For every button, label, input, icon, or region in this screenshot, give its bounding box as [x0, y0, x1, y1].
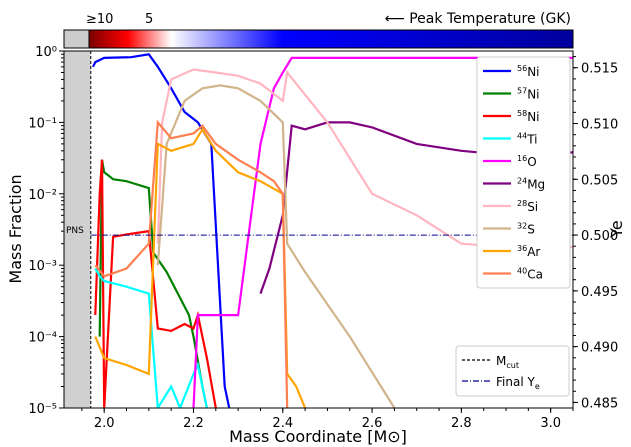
y-tick-label: 10⁻¹ — [28, 116, 57, 131]
x-tick-label: 2.6 — [362, 416, 383, 431]
x-tick-label: 2.4 — [272, 416, 293, 431]
x-ticks: 2.0 2.2 2.4 2.6 2.8 3.0 — [81, 408, 574, 431]
colorbar-tick-10: ≥10 — [86, 12, 113, 27]
x-tick-label: 2.8 — [451, 416, 472, 431]
legend-label-24Mg: 24Mg — [517, 177, 545, 192]
colorbar-gray — [63, 29, 90, 49]
x-tick-label: 2.0 — [94, 416, 115, 431]
y-axis-label: Mass Fraction — [6, 174, 25, 283]
colorbar-tick-5: 5 — [145, 12, 153, 27]
legend2-box — [455, 345, 570, 397]
legend-box — [476, 56, 571, 289]
series-line-56Ni — [92, 53, 231, 408]
colorbar — [88, 29, 574, 49]
legend: 56Ni 57Ni 58Ni 44Ti 16O 24Mg 28Si 32S 36Ar 40Ca — [476, 56, 571, 289]
y-ticks: 10⁻⁵ 10⁻⁴ 10⁻³ 10⁻² 10⁻¹ 10⁰ — [28, 45, 64, 417]
legend-lines: Mcut Final Ye — [455, 345, 570, 397]
colorbar-label: ⟵ Peak Temperature (GK) — [385, 11, 571, 27]
legend-label-56Ni: 56Ni — [517, 64, 540, 79]
series-line-16O — [192, 56, 573, 408]
series-line-32S — [156, 84, 396, 408]
x-tick-label: 2.2 — [183, 416, 204, 431]
series-line-57Ni — [98, 159, 208, 408]
plot-frame — [63, 50, 574, 409]
series-lines — [92, 53, 573, 408]
series-line-40Ca — [94, 119, 289, 408]
y-tick-label: 10⁻³ — [28, 259, 57, 274]
y2-tick-label: 0.515 — [581, 62, 618, 77]
legend-label-44Ti: 44Ti — [517, 132, 537, 147]
y2-tick-label: 0.485 — [581, 396, 618, 411]
y-tick-label: 10⁻⁴ — [28, 331, 57, 346]
legend2-label: Final Ye — [496, 375, 540, 391]
x-axis-label: Mass Coordinate [M⊙] — [229, 427, 407, 446]
y2-tick-label: 0.500 — [581, 229, 618, 244]
y-tick-label: 10⁰ — [35, 45, 57, 60]
legend-label-58Ni: 58Ni — [517, 109, 540, 124]
series-line-24Mg — [259, 121, 573, 294]
legend2-label: Mcut — [496, 354, 519, 370]
legend-label-40Ca: 40Ca — [517, 267, 543, 282]
y2-tick-label: 0.490 — [581, 341, 618, 356]
pns-label: PNS — [66, 226, 84, 236]
pns-region — [64, 51, 91, 408]
y2-axis-label: Ye — [607, 220, 626, 239]
y2-ticks: 0.485 0.490 0.495 0.500 0.505 0.510 0.515 — [573, 56, 618, 411]
legend-label-36Ar: 36Ar — [517, 244, 540, 259]
legend-label-16O: 16O — [517, 154, 537, 169]
y-tick-label: 10⁻² — [28, 188, 57, 203]
legend-label-28Si: 28Si — [517, 199, 538, 214]
legend-label-32S: 32S — [517, 222, 535, 237]
legend-label-57Ni: 57Ni — [517, 87, 540, 102]
y-tick-label: 10⁻⁵ — [28, 402, 57, 417]
y2-tick-label: 0.495 — [581, 285, 618, 300]
series-line-28Si — [156, 68, 573, 249]
y2-tick-label: 0.505 — [581, 173, 618, 188]
y2-tick-label: 0.510 — [581, 118, 618, 133]
x-tick-label: 3.0 — [540, 416, 561, 431]
